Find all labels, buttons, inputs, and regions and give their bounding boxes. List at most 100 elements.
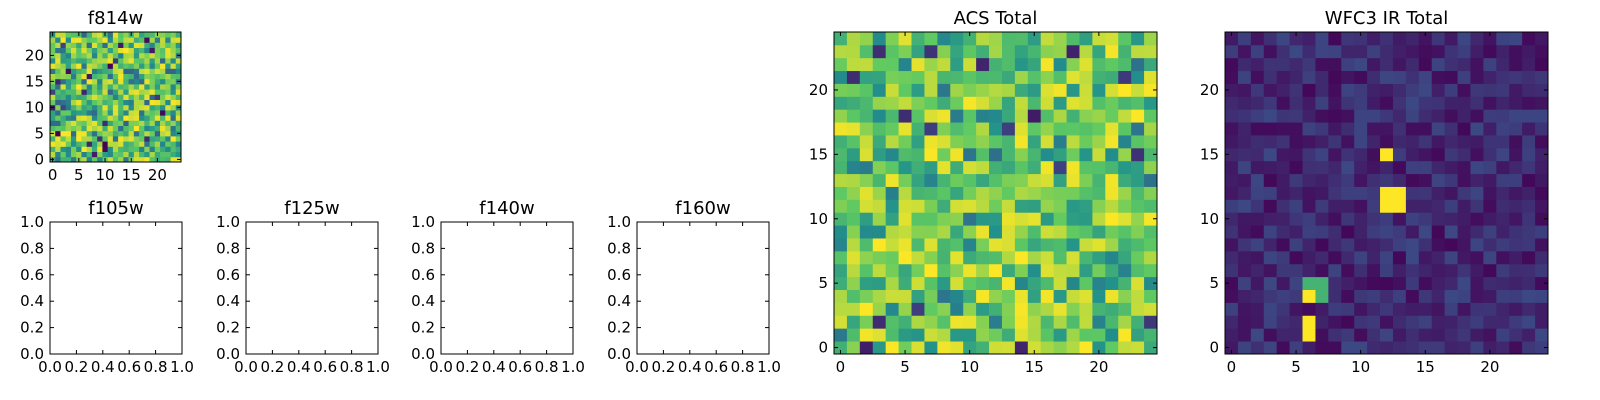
heatmap-cell	[1354, 250, 1368, 265]
heatmap-cell	[76, 42, 82, 48]
heatmap-cell	[154, 63, 161, 69]
heatmap-cell	[1418, 70, 1433, 84]
heatmap-cell	[160, 42, 166, 48]
heatmap-cell	[1289, 70, 1303, 84]
heatmap-cell	[911, 315, 925, 329]
y-tick-label: 0.4	[216, 292, 240, 310]
heatmap-cell	[1418, 44, 1433, 59]
heatmap-cell	[102, 47, 109, 54]
heatmap-cell	[898, 341, 912, 355]
heatmap-cell	[160, 125, 166, 132]
heatmap-cell	[86, 146, 93, 152]
heatmap-cell	[112, 68, 119, 74]
heatmap-cell	[1263, 199, 1278, 213]
heatmap-cell	[154, 68, 161, 74]
heatmap-cell	[1315, 135, 1329, 149]
heatmap-cell	[81, 42, 88, 48]
heatmap-cell	[1289, 289, 1303, 303]
heatmap-cell	[1014, 212, 1029, 226]
heatmap-cell	[1380, 122, 1394, 136]
heatmap-cell	[1444, 70, 1458, 84]
heatmap-cell	[1118, 122, 1132, 136]
heatmap-cell	[165, 37, 171, 43]
heatmap-cell	[165, 151, 171, 158]
heatmap-cell	[91, 94, 98, 100]
heatmap-cell	[1118, 302, 1132, 316]
heatmap-cell	[924, 276, 938, 290]
y-tick-label: 20	[809, 81, 828, 99]
y-tick-label: 0.4	[607, 292, 631, 310]
heatmap-cell	[1341, 32, 1355, 46]
heatmap-cell	[859, 250, 874, 265]
heatmap-cell	[1380, 328, 1394, 342]
heatmap-cell	[170, 89, 177, 95]
heatmap-cell	[898, 276, 912, 290]
heatmap-cell	[1341, 96, 1355, 110]
heatmap-cell	[1392, 160, 1407, 175]
heatmap-cell	[170, 141, 177, 147]
heatmap-cell	[937, 83, 951, 97]
heatmap-cell	[1483, 289, 1497, 303]
heatmap-cell	[963, 135, 977, 149]
heatmap-cell	[133, 84, 140, 90]
heatmap-cell	[65, 84, 72, 90]
heatmap-cell	[1535, 44, 1549, 59]
heatmap-cell	[1367, 263, 1381, 278]
heatmap-cell	[97, 37, 103, 43]
heatmap-cell	[133, 78, 140, 85]
heatmap-cell	[1053, 328, 1067, 342]
heatmap-cell	[1522, 109, 1536, 123]
heatmap-cell	[1418, 341, 1433, 355]
heatmap-cell	[834, 302, 848, 316]
heatmap-cell	[1105, 186, 1119, 200]
heatmap-cell	[1535, 83, 1549, 97]
heatmap-cell	[937, 96, 951, 110]
heatmap-cell	[1027, 83, 1042, 97]
heatmap-cell	[123, 47, 129, 54]
y-tick-label: 0.0	[20, 345, 44, 363]
heatmap-cell	[1354, 328, 1368, 342]
heatmap-cell	[1118, 32, 1132, 46]
heatmap-cell	[1457, 225, 1471, 239]
heatmap-cell	[170, 84, 177, 90]
heatmap-cell	[950, 238, 964, 252]
heatmap-cell	[160, 52, 166, 59]
heatmap-cell	[1053, 315, 1067, 329]
heatmap-cell	[1079, 32, 1093, 46]
heatmap-cell	[55, 63, 61, 69]
heatmap-cell	[65, 156, 72, 163]
y-tick-label: 0.4	[20, 292, 44, 310]
heatmap-cell	[1079, 83, 1093, 97]
heatmap-cell	[1105, 147, 1119, 162]
heatmap-cell	[989, 32, 1003, 46]
heatmap-cell	[154, 73, 161, 80]
heatmap-cell	[1001, 238, 1016, 252]
heatmap-cell	[859, 96, 874, 110]
x-tick-label: 0.8	[340, 358, 364, 376]
heatmap-cell	[1027, 109, 1042, 123]
heatmap-cell	[170, 130, 177, 137]
heatmap-cell	[1483, 238, 1497, 252]
heatmap-cell	[160, 37, 166, 43]
heatmap-cell	[91, 32, 98, 38]
heatmap-cell	[91, 89, 98, 95]
heatmap-cell	[1328, 160, 1342, 175]
heatmap-cell	[1066, 109, 1080, 123]
heatmap-cell	[112, 99, 119, 106]
heatmap-cell	[1367, 212, 1381, 226]
heatmap-cell	[102, 110, 109, 116]
heatmap-cell	[1014, 225, 1029, 239]
heatmap-cell	[139, 156, 145, 163]
heatmap-cell	[123, 58, 129, 64]
heatmap-cell	[1237, 250, 1252, 265]
heatmap-cell	[123, 151, 129, 158]
heatmap-cell	[1509, 57, 1523, 72]
heatmap-cell	[911, 32, 925, 46]
x-tick-label: 10	[95, 166, 114, 184]
heatmap-cell	[55, 120, 61, 126]
heatmap-cell	[123, 89, 129, 95]
heatmap-cell	[1483, 173, 1497, 187]
heatmap-cell	[872, 57, 887, 72]
heatmap-cell	[1444, 238, 1458, 252]
heatmap-cell	[1354, 225, 1368, 239]
